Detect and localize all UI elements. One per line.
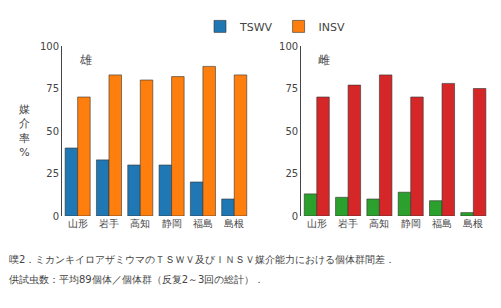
- svg-text:供試虫数：平均89個体／個体群（反复2～3回の総計）．: 供試虫数：平均89個体／個体群（反复2～3回の総計）．: [9, 274, 264, 285]
- svg-text:0: 0: [53, 211, 59, 222]
- svg-text:TSWV: TSWV: [239, 21, 273, 34]
- svg-text:雌: 雌: [318, 53, 330, 67]
- svg-text:100: 100: [279, 41, 298, 52]
- svg-text:INSV: INSV: [319, 21, 345, 34]
- svg-text:島根: 島根: [463, 218, 483, 229]
- svg-text:山形: 山形: [307, 218, 327, 229]
- svg-text:100: 100: [40, 41, 59, 52]
- svg-text:高知: 高知: [130, 218, 150, 229]
- svg-text:50: 50: [46, 126, 59, 137]
- svg-text:50: 50: [285, 126, 298, 137]
- svg-text:25: 25: [285, 168, 298, 179]
- svg-text:噗2．ミカンキイロアザミウマのＴＳＷＶ及びＩＮＳＶ媒介能力に: 噗2．ミカンキイロアザミウマのＴＳＷＶ及びＩＮＳＶ媒介能力における個体群間差．: [9, 254, 395, 265]
- svg-text:75: 75: [46, 83, 59, 94]
- svg-text:静岡: 静岡: [162, 218, 182, 229]
- svg-text:福島: 福島: [432, 218, 452, 229]
- svg-text:雄: 雄: [79, 53, 92, 67]
- svg-text:岩手: 岩手: [338, 218, 358, 229]
- svg-text:高知: 高知: [369, 218, 389, 229]
- svg-text:75: 75: [285, 83, 298, 94]
- svg-text:島根: 島根: [224, 218, 244, 229]
- svg-text:媒介率%: 媒介率%: [19, 103, 30, 159]
- svg-text:25: 25: [46, 168, 59, 179]
- svg-text:岩手: 岩手: [99, 218, 119, 229]
- svg-text:0: 0: [292, 211, 298, 222]
- svg-text:静岡: 静岡: [401, 218, 421, 229]
- svg-text:山形: 山形: [68, 218, 88, 229]
- svg-text:福島: 福島: [193, 218, 213, 229]
